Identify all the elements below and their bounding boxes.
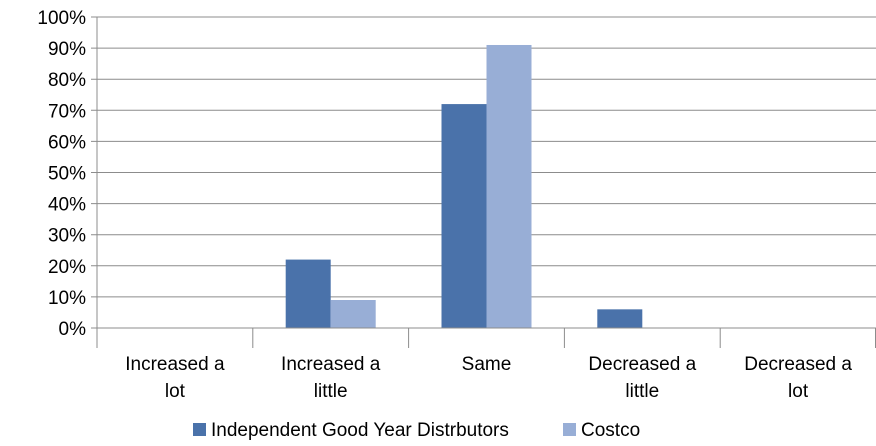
y-tick-label: 80% <box>48 70 86 91</box>
y-tick-label: 50% <box>48 164 86 185</box>
category-label: Same <box>462 354 512 375</box>
bar-independent-2 <box>441 104 487 328</box>
legend-swatch <box>193 423 206 436</box>
y-tick-label: 30% <box>48 226 86 247</box>
y-tick-label: 20% <box>48 257 86 278</box>
bar-independent-3 <box>597 309 643 328</box>
category-label: Decreased a little <box>588 354 696 402</box>
legend-label: Costco <box>581 420 640 441</box>
x-category-labels: Increased a lot Increased a little Same Decre… <box>125 354 852 402</box>
legend-swatch <box>563 423 576 436</box>
legend-label: Independent Good Year Distrbutors <box>211 420 509 441</box>
category-label: Decreased a lot <box>744 354 852 402</box>
legend: Independent Good Year Distrbutors Costco <box>193 420 640 441</box>
y-tick-label: 40% <box>48 195 86 216</box>
y-tick-label: 0% <box>59 319 87 340</box>
bar-independent-1 <box>285 259 331 328</box>
bar-costco-1 <box>330 300 376 328</box>
y-tick-label: 10% <box>48 288 86 309</box>
bar-costco-2 <box>486 44 532 329</box>
axes <box>96 17 876 348</box>
y-tick-labels: 0% 10% 20% 30% 40% 50% 60% 70% 80% 90% 100% <box>37 8 86 340</box>
bars <box>285 44 643 329</box>
category-label: Increased a lot <box>125 354 225 402</box>
y-tick-label: 90% <box>48 39 86 60</box>
y-tick-label: 60% <box>48 132 86 153</box>
category-label: Increased a little <box>281 354 381 402</box>
y-tick-label: 70% <box>48 101 86 122</box>
y-tick-label: 100% <box>37 8 86 29</box>
